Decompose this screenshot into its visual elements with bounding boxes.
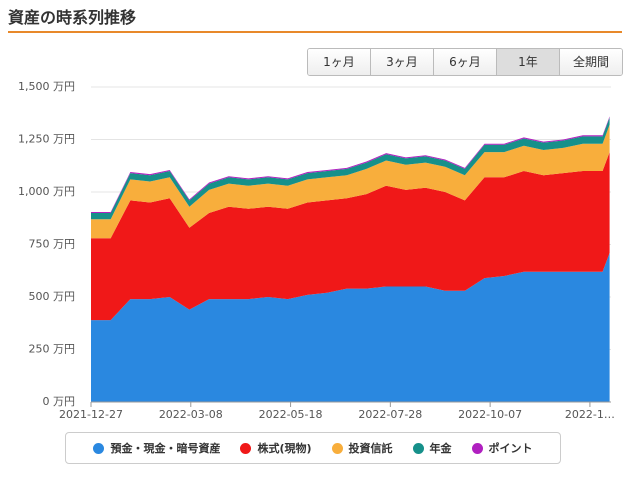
legend-label: ポイント — [488, 442, 533, 455]
area — [91, 152, 610, 321]
legend: 預金・現金・暗号資産 株式(現物) 投資信託 年金 ポイント — [65, 432, 561, 464]
range-button[interactable]: 1年 — [496, 49, 559, 75]
range-button[interactable]: 1ヶ月 — [308, 49, 370, 75]
range-button[interactable]: 3ヶ月 — [370, 49, 433, 75]
y-tick-label: 750 万円 — [29, 238, 76, 251]
x-tick-label: 2022-10-07 — [458, 408, 522, 421]
legend-swatch — [471, 442, 483, 454]
area — [91, 124, 610, 239]
x-tick-label: 2022-1… — [565, 408, 615, 421]
x-tick-label: 2022-07-28 — [358, 408, 422, 421]
x-tick-label: 2022-05-18 — [259, 408, 323, 421]
x-tick-label: 2022-03-08 — [159, 408, 223, 421]
x-tick-label: 2021-12-27 — [59, 408, 123, 421]
legend-item: 預金・現金・暗号資産 — [93, 440, 220, 456]
legend-item: 株式(現物) — [240, 440, 312, 456]
legend-swatch — [331, 442, 343, 454]
legend-item: 投資信託 — [331, 440, 393, 456]
legend-swatch — [412, 442, 424, 454]
range-button[interactable]: 6ヶ月 — [433, 49, 496, 75]
legend-label: 年金 — [429, 442, 452, 455]
y-tick-label: 1,250 万円 — [18, 133, 75, 146]
y-tick-label: 0 万円 — [43, 395, 76, 408]
area — [91, 252, 610, 402]
legend-swatch — [240, 442, 252, 454]
area — [91, 117, 610, 220]
legend-item: ポイント — [471, 440, 533, 456]
y-tick-label: 1,000 万円 — [18, 185, 75, 198]
y-tick-label: 500 万円 — [29, 290, 76, 303]
legend-item: 年金 — [412, 440, 452, 456]
legend-label: 株式(現物) — [257, 442, 312, 455]
range-buttons: 1ヶ月 3ヶ月 6ヶ月 1年 全期間 — [307, 48, 623, 76]
y-tick-label: 1,500 万円 — [18, 80, 75, 93]
y-tick-label: 250 万円 — [29, 343, 76, 356]
page-title: 資産の時系列推移 — [8, 8, 137, 27]
range-button[interactable]: 全期間 — [559, 49, 622, 75]
legend-label: 投資信託 — [348, 442, 393, 455]
title-rule — [8, 31, 622, 33]
legend-label: 預金・現金・暗号資産 — [110, 442, 221, 455]
legend-swatch — [93, 442, 105, 454]
